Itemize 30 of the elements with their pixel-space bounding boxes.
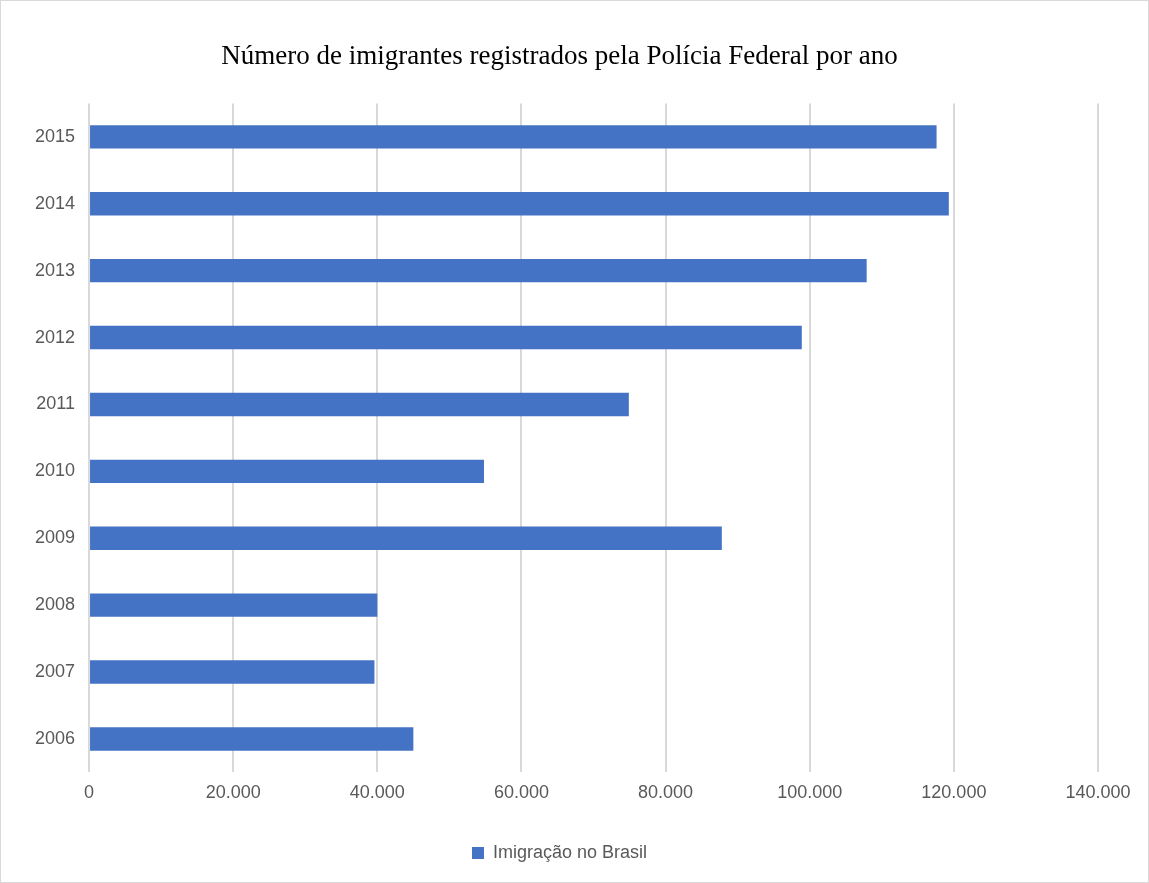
bar <box>90 192 949 216</box>
bar <box>90 125 937 149</box>
bar <box>90 258 867 283</box>
x-tick-label: 140.000 <box>1065 782 1131 803</box>
bar <box>90 660 375 684</box>
x-tick-label: 20.000 <box>205 782 261 803</box>
x-tick-label: 100.000 <box>777 782 843 803</box>
y-tick-label: 2014 <box>35 192 76 213</box>
y-tick-label: 2008 <box>35 594 76 615</box>
y-tick-label: 2012 <box>35 326 76 347</box>
y-tick-label: 2015 <box>35 125 76 146</box>
chart-title: Número de imigrantes registrados pela Polícia Federal por ano <box>221 40 898 71</box>
y-tick-label: 2006 <box>35 727 76 748</box>
y-tick-label: 2010 <box>35 460 76 481</box>
bar <box>90 593 378 617</box>
y-tick-label: 2009 <box>35 527 76 548</box>
x-tick-label: 120.000 <box>921 782 987 803</box>
bar <box>90 727 414 751</box>
y-tick-label: 2013 <box>35 259 76 280</box>
legend-label: Imigração no Brasil <box>492 841 648 862</box>
bar <box>90 526 722 550</box>
y-tick-label: 2011 <box>36 393 76 414</box>
bar <box>90 325 802 350</box>
bar <box>90 459 484 484</box>
bar <box>90 392 629 417</box>
x-tick-label: 80.000 <box>638 782 694 803</box>
x-tick-label: 40.000 <box>349 782 405 803</box>
x-tick-label: 0 <box>84 782 95 803</box>
x-tick-label: 60.000 <box>493 782 549 803</box>
y-tick-label: 2007 <box>35 661 76 682</box>
